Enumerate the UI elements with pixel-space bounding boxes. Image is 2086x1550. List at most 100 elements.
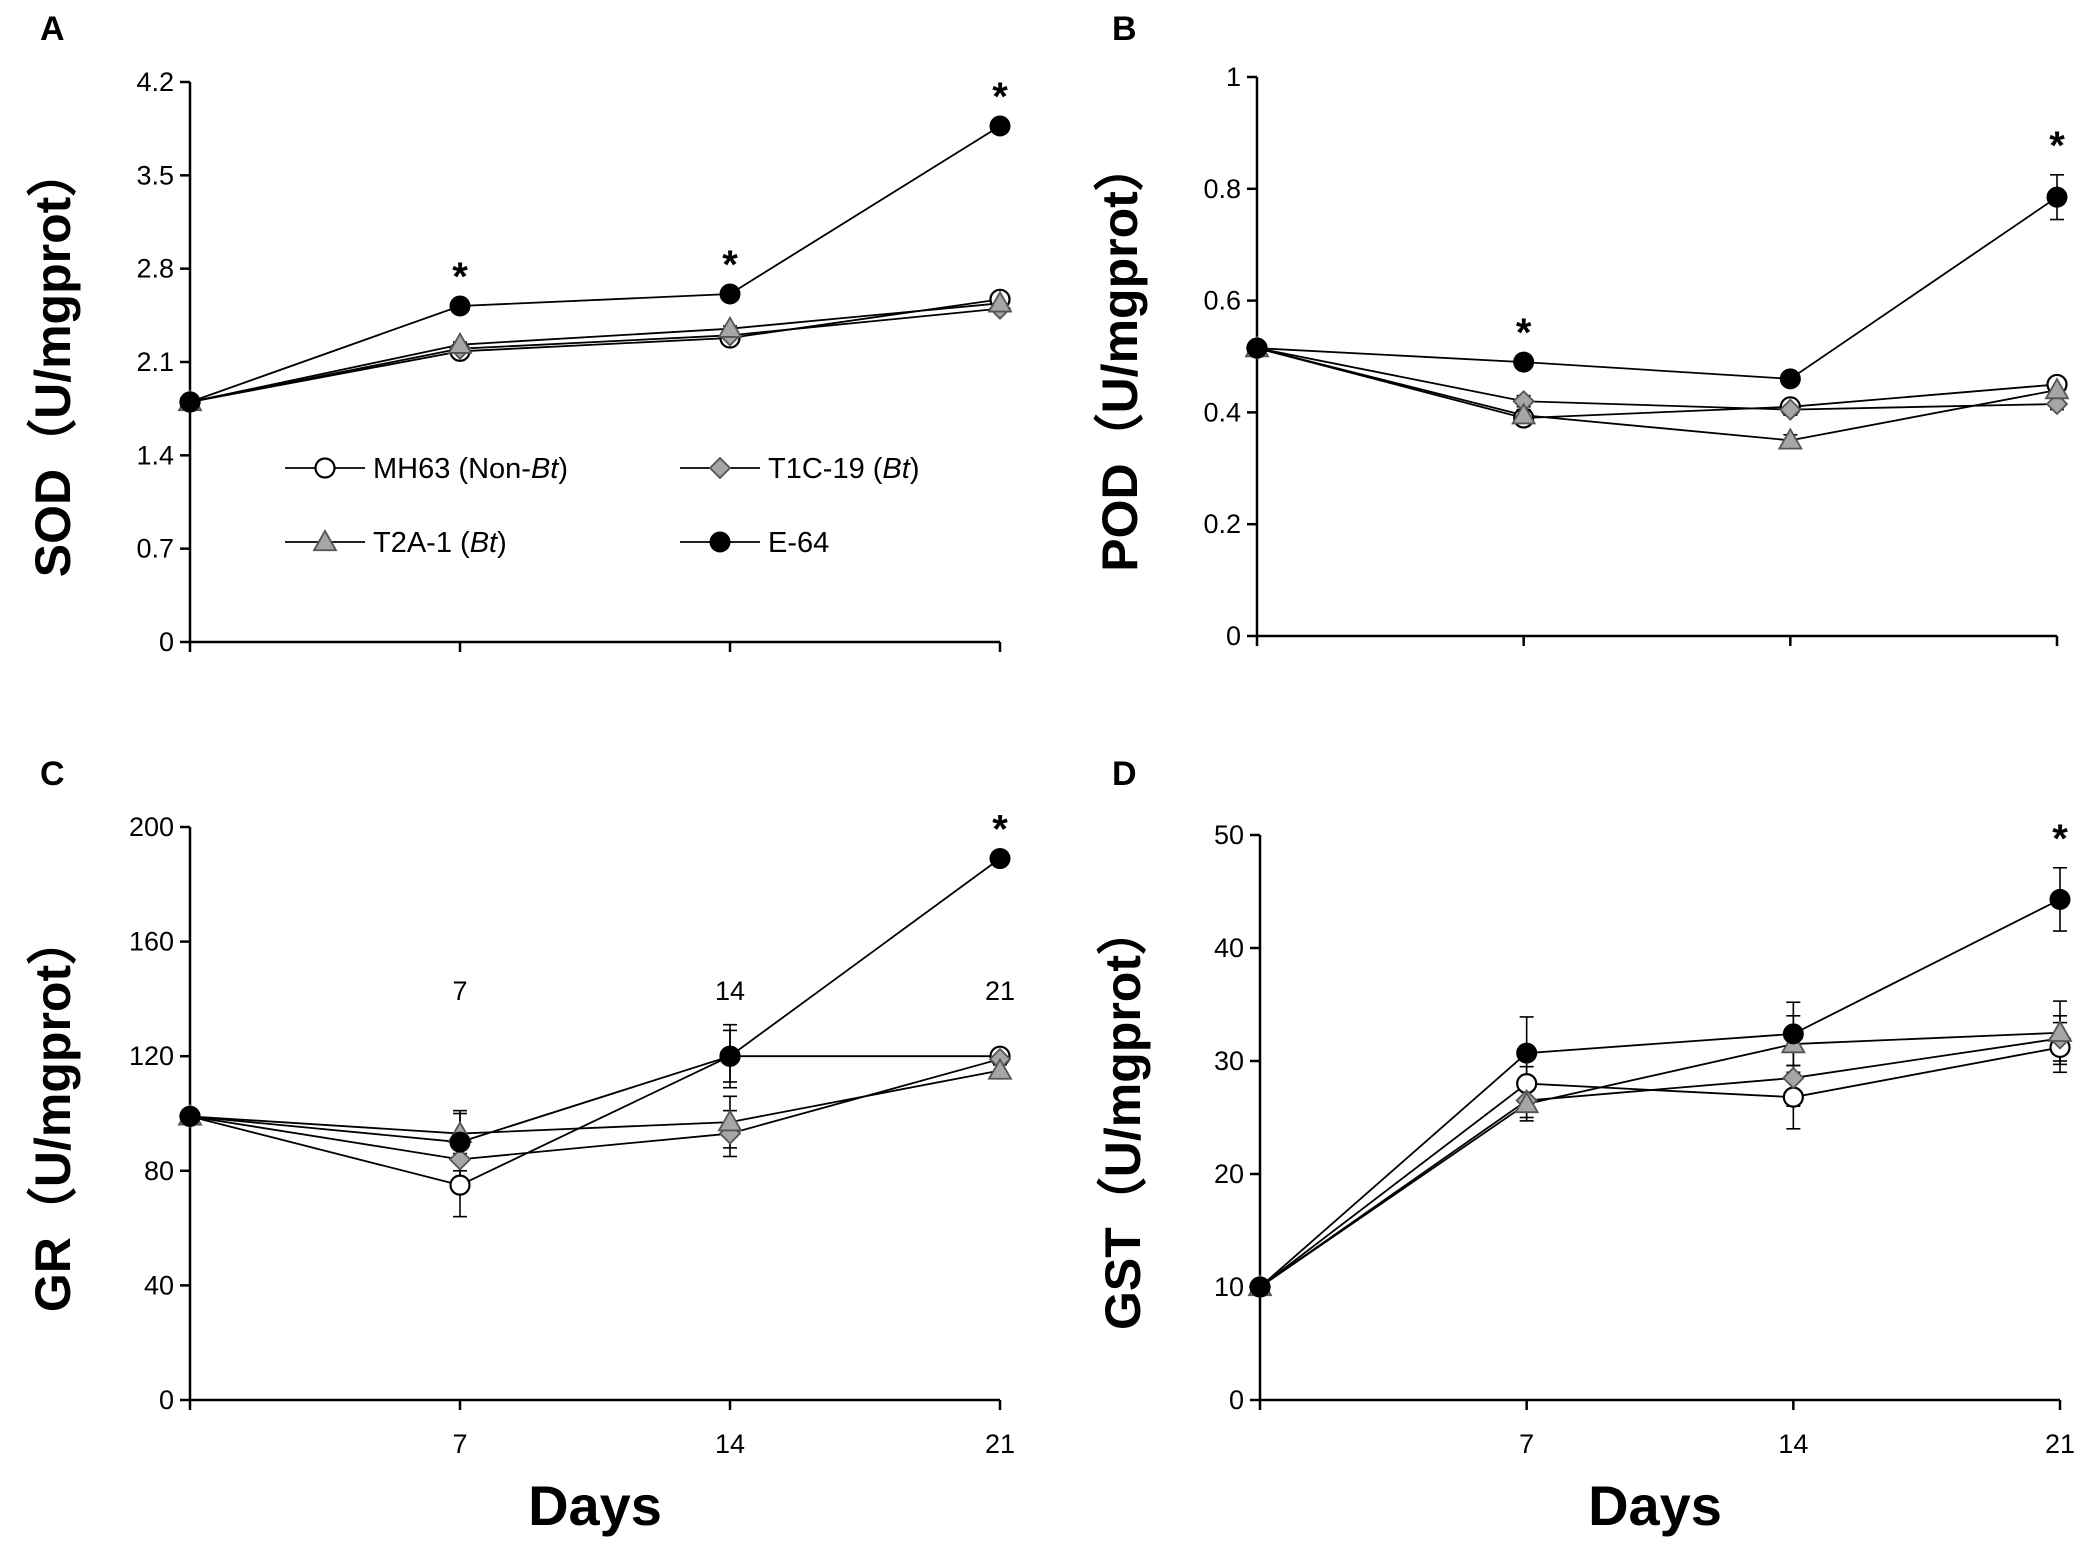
y-tick-label: 200 xyxy=(129,812,174,842)
marker-circle-filled xyxy=(719,283,741,305)
y-axis-label: POD（U/mgprot） xyxy=(1092,141,1148,572)
legend-label: T2A-1 (Bt) xyxy=(373,527,507,559)
marker-diamond-gray xyxy=(448,1148,472,1171)
y-tick-label: 10 xyxy=(1214,1272,1244,1302)
legend-label: MH63 (Non-Bt) xyxy=(373,453,568,485)
marker-circle-filled xyxy=(989,848,1011,870)
marker-circle-open xyxy=(1782,1086,1804,1108)
x-tick-label: 14 xyxy=(715,976,745,1006)
x-tick-label: 7 xyxy=(452,976,467,1006)
y-tick-label: 4.2 xyxy=(136,67,174,97)
series-line xyxy=(189,298,1001,403)
y-axis-label: GST（U/mgprot） xyxy=(1095,905,1151,1330)
marker-triangle-gray xyxy=(987,1057,1013,1080)
marker-circle-filled xyxy=(1513,351,1535,373)
marker-circle-filled xyxy=(1246,337,1268,359)
y-tick-label: 3.5 xyxy=(136,160,174,190)
y-tick-label: 0.6 xyxy=(1203,286,1241,316)
y-tick-label: 50 xyxy=(1214,820,1244,850)
series-line xyxy=(189,302,1001,403)
marker-circle-filled xyxy=(2046,186,2068,208)
marker-triangle-gray xyxy=(717,1109,743,1132)
series-line xyxy=(189,857,1001,1144)
series-line xyxy=(1259,898,2061,1288)
marker-circle-filled xyxy=(719,1045,741,1067)
y-tick-label: 0 xyxy=(1226,621,1241,651)
marker-circle-filled xyxy=(1249,1276,1271,1298)
x-axis-label: Days xyxy=(1588,1474,1722,1537)
panel-c: C 0 40 80 120 160 200 7 14 21 GR（U/mgprot） * xyxy=(25,755,1015,1459)
y-tick-label: 0 xyxy=(159,627,174,657)
y-tick-label: 160 xyxy=(129,927,174,957)
y-tick-label: 40 xyxy=(1214,933,1244,963)
marker-diamond-gray xyxy=(708,456,732,480)
x-tick-label: 21 xyxy=(2045,1429,2075,1459)
marker-circle-filled xyxy=(709,531,731,553)
y-tick-label: 2.1 xyxy=(136,347,174,377)
significance-star: * xyxy=(992,75,1008,119)
marker-triangle-gray xyxy=(1777,427,1803,450)
significance-star: * xyxy=(2049,124,2065,168)
x-tick-label: 21 xyxy=(985,976,1015,1006)
marker-circle-filled xyxy=(1782,1023,1804,1045)
marker-circle-filled xyxy=(449,295,471,317)
y-tick-label: 0.8 xyxy=(1203,174,1241,204)
marker-circle-filled xyxy=(449,1131,471,1153)
y-tick-label: 2.8 xyxy=(136,254,174,284)
y-tick-label: 20 xyxy=(1214,1159,1244,1189)
series-line xyxy=(189,1058,1001,1161)
series-line xyxy=(1259,1037,2061,1288)
marker-triangle-gray xyxy=(987,290,1013,313)
marker-circle-filled xyxy=(2049,888,2071,910)
panel-letter: D xyxy=(1112,755,1137,793)
marker-circle-open xyxy=(449,1174,471,1196)
series-line xyxy=(1256,347,2058,411)
y-tick-label: 1.4 xyxy=(136,440,174,470)
series-line xyxy=(189,1055,1000,1187)
significance-star: * xyxy=(452,255,468,299)
y-tick-label: 0 xyxy=(1229,1385,1244,1415)
marker-diamond-gray xyxy=(1779,398,1802,421)
marker-triangle-gray xyxy=(312,529,338,552)
y-axis-label: GR（U/mgprot） xyxy=(25,915,81,1312)
marker-diamond-gray xyxy=(1782,1066,1805,1090)
y-tick-label: 30 xyxy=(1214,1046,1244,1076)
y-tick-label: 0 xyxy=(159,1385,174,1415)
x-tick-label: 7 xyxy=(1519,1429,1534,1459)
x-axis-label: Days xyxy=(528,1474,662,1537)
marker-circle-filled xyxy=(179,1105,201,1127)
series-line xyxy=(1256,196,2058,380)
x-tick-label: 14 xyxy=(1778,1429,1808,1459)
y-tick-label: 120 xyxy=(129,1041,174,1071)
y-tick-label: 40 xyxy=(144,1270,174,1300)
significance-star: * xyxy=(992,808,1008,852)
y-tick-label: 0.4 xyxy=(1203,397,1241,427)
panel-letter: A xyxy=(40,10,65,48)
y-tick-label: 0.7 xyxy=(136,534,174,564)
panel-b: B 0 0.2 0.4 0.6 0.8 1 POD（U/mgprot） * * xyxy=(1092,10,2070,651)
y-axis-label: SOD（U/mgprot） xyxy=(25,147,81,578)
y-tick-label: 0.2 xyxy=(1203,509,1241,539)
marker-triangle-gray xyxy=(1514,1091,1540,1114)
marker-circle-filled xyxy=(1516,1042,1538,1064)
significance-star: * xyxy=(2052,817,2068,861)
series-line xyxy=(189,1069,1001,1135)
marker-triangle-gray xyxy=(2044,377,2070,400)
x-tick-label: 21 xyxy=(985,1429,1015,1459)
y-tick-label: 80 xyxy=(144,1156,174,1186)
marker-circle-filled xyxy=(179,391,201,413)
series-line xyxy=(1256,347,2058,419)
panel-letter: C xyxy=(40,755,65,793)
marker-triangle-gray xyxy=(1511,402,1537,425)
legend-label: E-64 xyxy=(768,527,829,559)
significance-star: * xyxy=(1516,311,1532,355)
marker-triangle-gray xyxy=(447,331,473,354)
series-line xyxy=(1256,347,2058,442)
legend: MH63 (Non-Bt) T1C-19 (Bt) T2A-1 (Bt) E-64 xyxy=(285,453,920,559)
panel-letter: B xyxy=(1112,10,1137,48)
series-line xyxy=(189,125,1001,403)
series-line xyxy=(1259,1031,2061,1288)
marker-triangle-gray xyxy=(717,315,743,338)
marker-circle-filled xyxy=(989,115,1011,137)
panel-d: D 0 10 20 30 40 50 7 14 21 GST（U/mgprot） * xyxy=(1095,755,2075,1459)
